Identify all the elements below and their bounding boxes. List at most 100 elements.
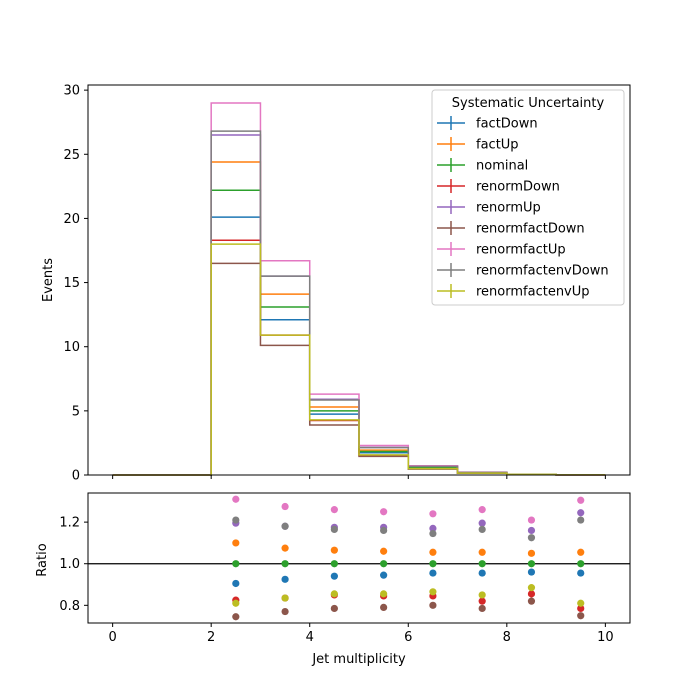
y-tick-label: 20	[63, 212, 80, 227]
ratio-point-nominal	[478, 560, 486, 568]
ratio-point-renormfactDown	[281, 607, 289, 616]
ratio-point-renormfactenvUp	[380, 590, 388, 598]
ratio-point-nominal	[281, 560, 289, 568]
ratio-point-renormfactUp	[429, 510, 437, 518]
ratio-point-renormfactenvDown	[478, 525, 486, 534]
ratio-point-nominal	[527, 560, 536, 568]
ratio-point-nominal	[577, 560, 585, 568]
legend-frame	[431, 89, 625, 306]
x-tick-label: 6	[404, 630, 412, 645]
histogram-line-renormfactenvUp	[112, 243, 606, 476]
ratio-point-renormUp	[527, 526, 536, 535]
ratio-y-axis-label: Ratio	[35, 543, 50, 576]
ratio-point-factUp	[232, 539, 240, 547]
y-tick-label: 15	[63, 276, 80, 291]
ratio-point-factUp	[429, 548, 437, 556]
ratio-point-nominal	[232, 560, 240, 568]
legend-entry-renormfactDown: renormfactDown	[437, 221, 585, 237]
ratio-point-renormfactUp	[527, 516, 536, 524]
legend-title: Systematic Uncertainty	[452, 96, 605, 111]
legend-label: renormfactUp	[476, 243, 566, 258]
y-tick-label: 1.0	[59, 557, 80, 572]
ratio-point-factDown	[281, 575, 289, 583]
ratio-point-renormUp	[429, 524, 437, 532]
x-tick-label: 4	[306, 630, 314, 645]
y-tick-label: 0.8	[59, 599, 80, 614]
legend-label: renormUp	[476, 201, 541, 216]
legend-entry-renormUp: renormUp	[437, 200, 541, 216]
ratio-point-renormfactenvDown	[330, 525, 338, 534]
ratio-point-factDown	[380, 571, 388, 579]
x-axis-label: Jet multiplicity	[311, 652, 406, 667]
ratio-point-renormUp	[577, 509, 585, 517]
ratio-point-factUp	[527, 549, 536, 557]
legend-label: factDown	[476, 117, 538, 132]
ratio-point-renormUp	[478, 519, 486, 527]
y-tick-label: 1.2	[59, 516, 80, 531]
ratio-x-ticks: 0 2 4 6 8 10	[108, 623, 614, 645]
legend-label: renormDown	[476, 180, 560, 195]
ratio-point-renormDown	[577, 604, 585, 613]
ratio-point-renormfactUp	[577, 496, 585, 504]
ratio-point-factDown	[232, 579, 240, 588]
legend-entry-renormfactenvUp: renormfactenvUp	[437, 284, 590, 300]
y-tick-label: 25	[63, 148, 80, 163]
ratio-point-factUp	[577, 548, 585, 556]
ratio-point-renormfactDown	[380, 603, 388, 612]
ratio-points-group	[232, 495, 585, 621]
ratio-point-renormfactenvDown	[281, 522, 289, 530]
main-x-ticks	[112, 475, 606, 479]
x-tick-label: 8	[503, 630, 511, 645]
legend: Systematic Uncertainty factDown factUp nom…	[431, 89, 625, 306]
main-y-ticks: 0 5 10 15 20 25 30	[63, 84, 88, 484]
ratio-point-nominal	[380, 560, 388, 568]
main-histogram-panel: 0 5 10 15 20 25 30 Events Systematic Uncertain…	[41, 84, 631, 484]
histogram-series-group	[112, 102, 606, 476]
x-tick-label: 2	[207, 630, 215, 645]
legend-entry-factDown: factDown	[437, 116, 538, 132]
ratio-point-factDown	[478, 569, 486, 577]
ratio-point-factUp	[380, 547, 388, 555]
ratio-point-renormDown	[527, 590, 536, 598]
ratio-point-factUp	[330, 546, 338, 554]
ratio-point-renormfactDown	[577, 612, 585, 620]
legend-entries: factDown factUp nominal renormDown renormUp r…	[437, 116, 609, 300]
legend-label: renormfactenvDown	[476, 264, 609, 279]
legend-label: factUp	[476, 138, 519, 153]
ratio-point-renormfactenvUp	[232, 599, 240, 607]
ratio-point-renormDown	[478, 597, 486, 605]
ratio-point-renormfactUp	[232, 495, 240, 503]
legend-entry-nominal: nominal	[437, 158, 528, 174]
ratio-point-renormfactDown	[429, 601, 437, 609]
ratio-point-renormfactDown	[330, 604, 338, 613]
main-y-axis-label: Events	[41, 258, 56, 302]
ratio-point-renormfactUp	[380, 508, 388, 516]
y-tick-label: 30	[63, 84, 80, 99]
ratio-point-nominal	[429, 560, 437, 568]
ratio-plot-frame	[87, 492, 631, 624]
legend-entry-renormfactenvDown: renormfactenvDown	[437, 263, 609, 279]
ratio-point-renormfactenvUp	[478, 591, 486, 599]
ratio-point-nominal	[330, 560, 338, 568]
ratio-point-factUp	[281, 544, 289, 552]
ratio-point-renormfactenvUp	[429, 588, 437, 596]
legend-entry-factUp: factUp	[437, 137, 519, 153]
ratio-point-renormfactenvDown	[577, 516, 585, 524]
ratio-point-renormfactUp	[478, 506, 486, 514]
ratio-point-renormfactUp	[281, 502, 289, 511]
ratio-point-factDown	[577, 569, 585, 577]
ratio-point-renormfactenvUp	[577, 599, 585, 607]
ratio-point-factDown	[330, 572, 338, 580]
ratio-point-renormfactenvUp	[330, 590, 338, 598]
y-tick-label: 10	[63, 340, 80, 355]
ratio-point-renormfactDown	[478, 604, 486, 613]
x-tick-label: 10	[597, 630, 614, 645]
ratio-point-renormfactDown	[232, 613, 240, 621]
ratio-point-renormfactenvDown	[429, 529, 437, 538]
legend-label: nominal	[476, 159, 528, 174]
ratio-panel: 0 2 4 6 8 10 0.8 1.0 1.2 Ratio Jet multiplicity	[35, 492, 631, 667]
ratio-point-factUp	[478, 548, 486, 556]
legend-entry-renormDown: renormDown	[437, 179, 560, 195]
ratio-point-renormfactenvUp	[281, 594, 289, 602]
